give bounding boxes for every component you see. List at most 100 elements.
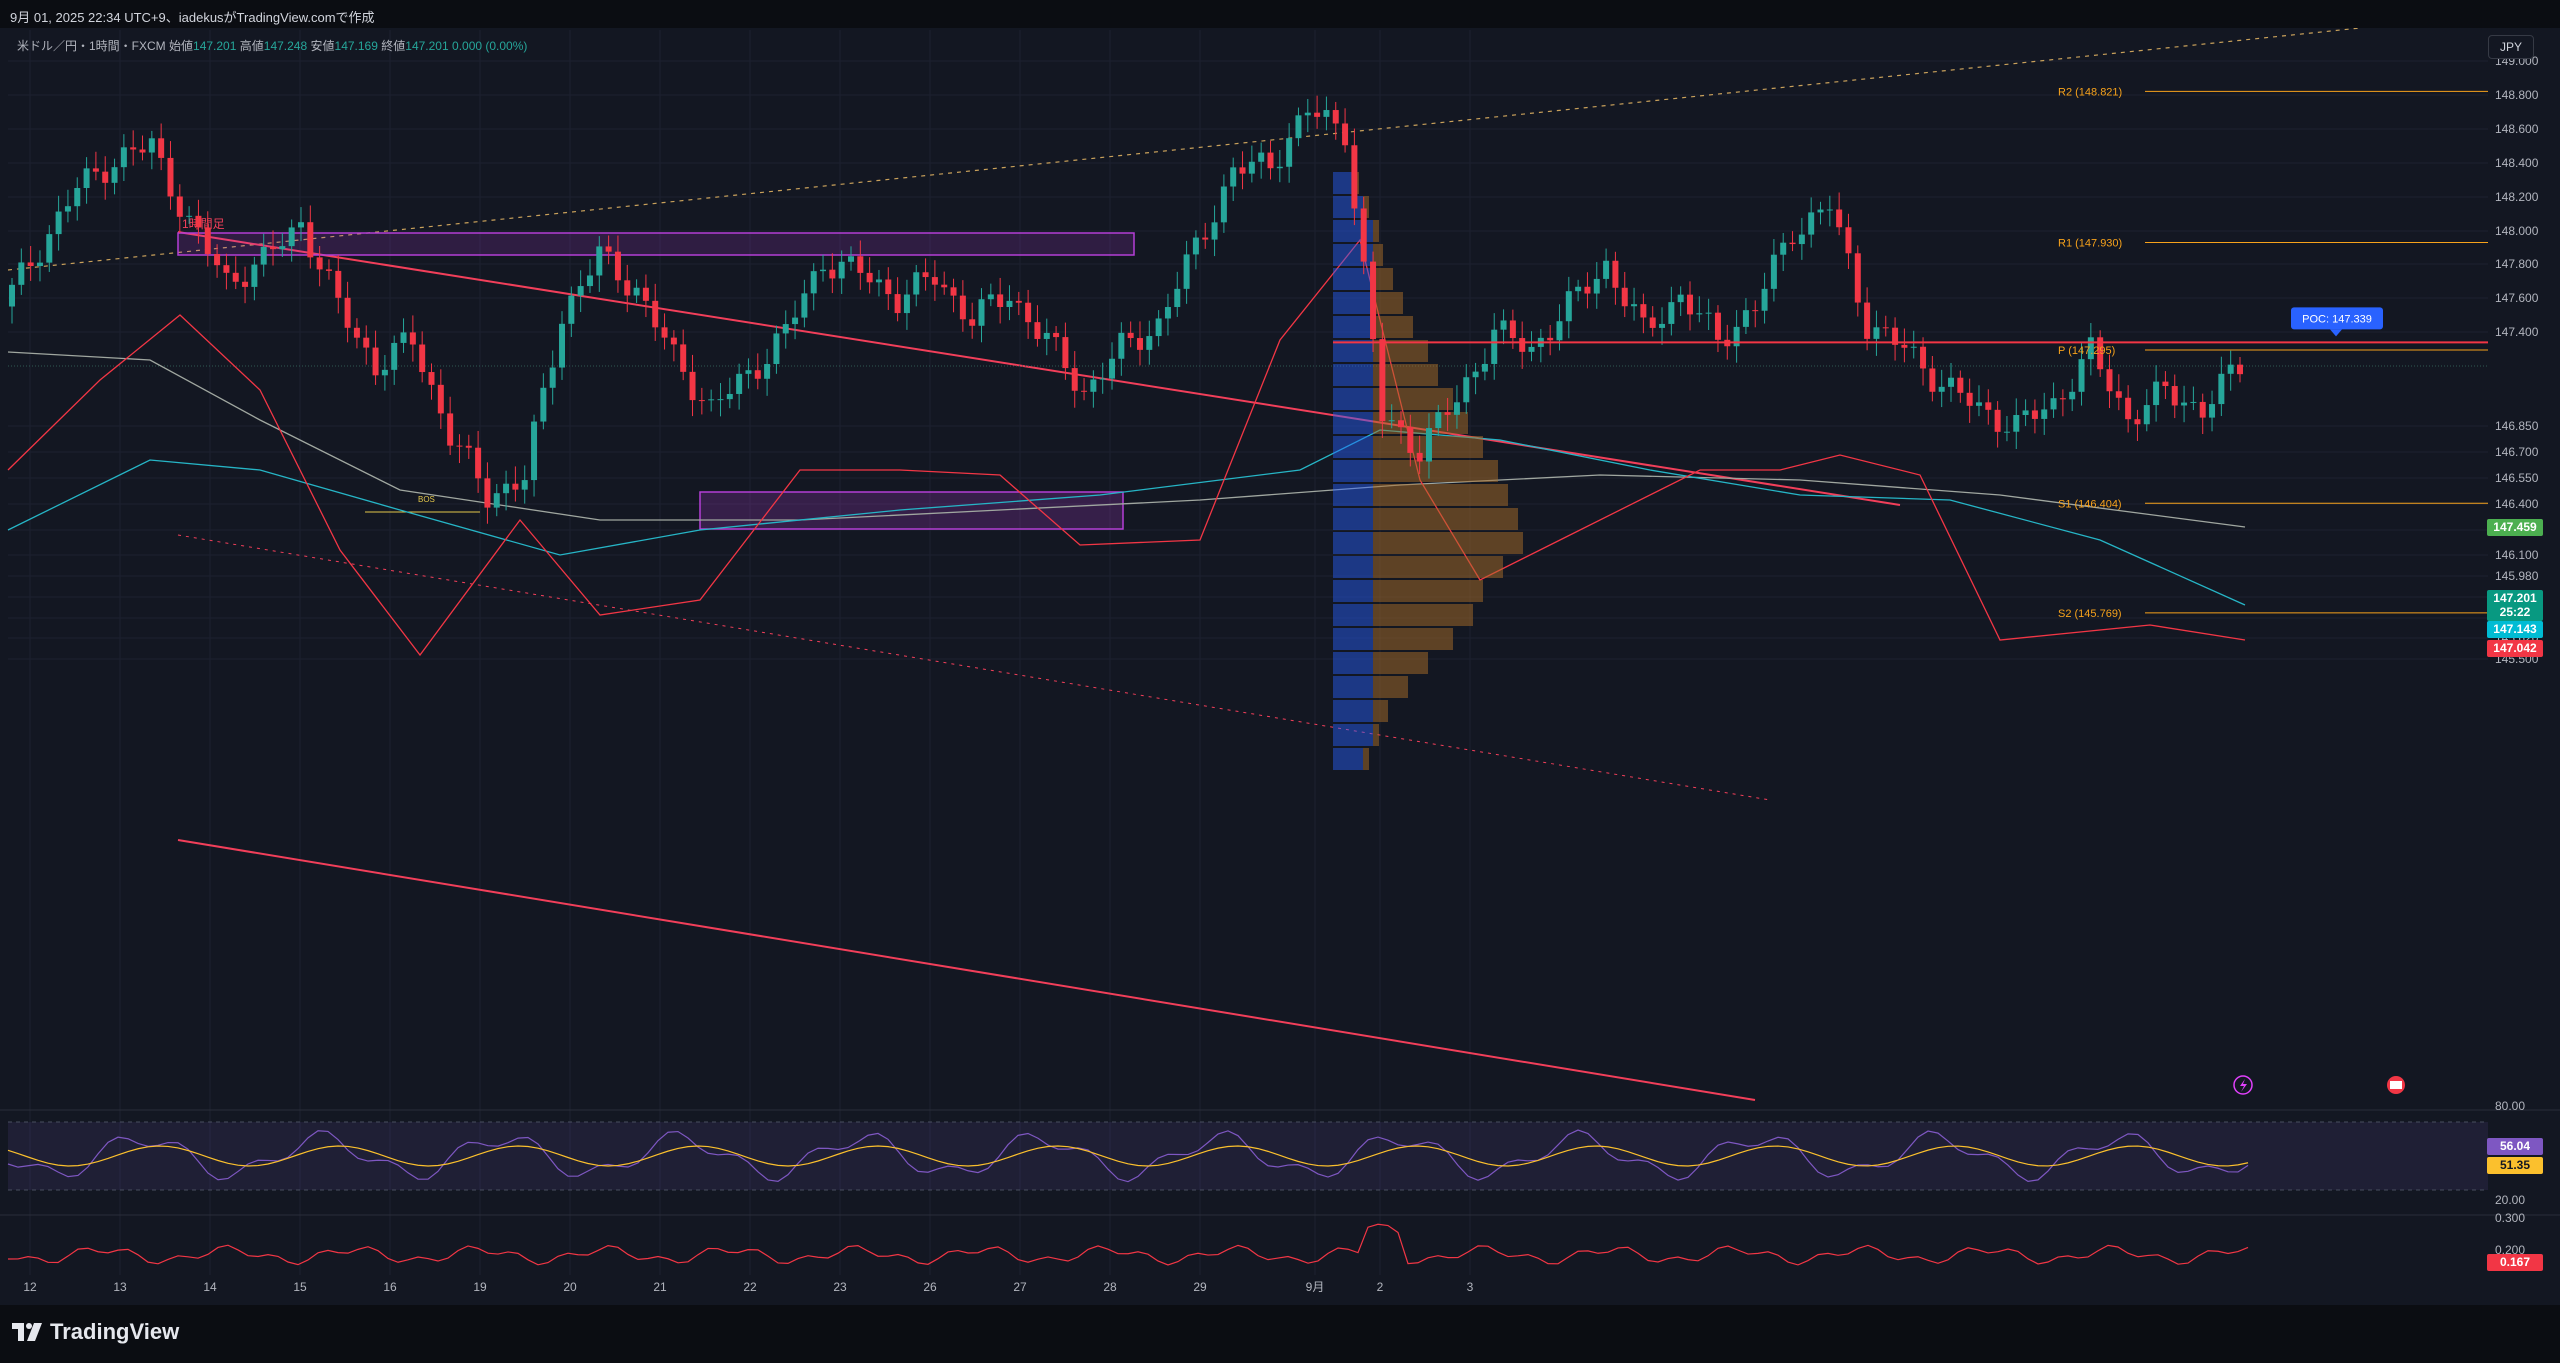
candle-body (1323, 110, 1330, 117)
volume-profile-bar-buy (1333, 700, 1373, 722)
volume-profile-bar-sell (1363, 748, 1369, 770)
volume-profile-bar-buy (1333, 532, 1373, 554)
annotation-label: 1時間足 (182, 217, 225, 231)
candle-body (1659, 323, 1666, 328)
candle-body (409, 332, 416, 345)
candle-body (344, 297, 351, 328)
candle-body (652, 300, 659, 328)
symbol-name[interactable]: 米ドル／円・1時間・FXCM (17, 39, 166, 53)
candle-body (1416, 452, 1423, 462)
candle-body (1910, 346, 1917, 348)
price-tick-label: 146.550 (2495, 471, 2539, 485)
volume-profile-bar-sell (1373, 292, 1403, 314)
lightning-icon[interactable] (2233, 1075, 2253, 1095)
candle-body (64, 206, 71, 212)
candle-body (1314, 112, 1321, 117)
candle-body (1192, 237, 1199, 255)
candle-body (1491, 329, 1498, 364)
candle-body (1053, 332, 1060, 338)
candle-body (987, 294, 994, 300)
candle-body (36, 262, 43, 267)
candle-body (214, 254, 221, 266)
volume-profile-bar-buy (1333, 364, 1373, 386)
candle-body (437, 384, 444, 414)
candle-body (1034, 322, 1041, 339)
candle-body (698, 400, 705, 402)
candle-body (997, 294, 1004, 308)
pane-separators (0, 1109, 2560, 1216)
candle-body (251, 264, 258, 287)
candle-body (1649, 317, 1656, 328)
volume-profile-bar-buy (1333, 196, 1363, 218)
candle-body (2143, 405, 2150, 425)
candle-body (1109, 358, 1116, 379)
volume-profile-bar-buy (1333, 412, 1373, 434)
candle-body (1248, 161, 1255, 174)
lower-indicator-badge (2487, 1254, 2543, 1271)
candle-body (1062, 337, 1069, 369)
candle-body (1929, 368, 1936, 392)
downtrend-line-lower (177, 839, 1756, 1101)
ma-short-line (7, 238, 2246, 657)
chart-area[interactable]: 1時間足 BOS R2 (148.821) R1 (147.930) P (147.2… (0, 28, 2560, 1305)
candle-body (2190, 401, 2197, 403)
candle-body (596, 246, 603, 276)
candle-body (773, 333, 780, 365)
rsi-value-text: 51.35 (2500, 1158, 2530, 1172)
rsi-tick-label: 20.00 (2495, 1193, 2525, 1207)
tradingview-logo[interactable]: TradingView (12, 1319, 179, 1345)
logo-text: TradingView (50, 1319, 180, 1344)
candle-body (1826, 209, 1833, 211)
candle-body (2171, 386, 2178, 406)
candle-body (1015, 300, 1022, 303)
candle-body (1155, 318, 1162, 337)
candle-body (2134, 419, 2141, 425)
candle-body (1770, 254, 1777, 289)
candle-body (391, 342, 398, 370)
candle-body (1631, 304, 1638, 307)
volume-profile-bar-sell (1373, 268, 1393, 290)
candle-body (475, 447, 482, 479)
candle-body (1873, 327, 1880, 339)
candle-body (1742, 310, 1749, 327)
candle-body (1836, 209, 1843, 228)
price-badge (2487, 621, 2543, 638)
time-tick-label: 28 (1103, 1280, 1117, 1294)
price-badge (2487, 590, 2543, 607)
candle-body (372, 347, 379, 376)
candle-body (186, 215, 193, 217)
candle-body (288, 227, 295, 247)
candle-body (92, 168, 99, 172)
volume-profile-bar-buy (1333, 460, 1373, 482)
candle-body (1714, 312, 1721, 340)
price-tick-label: 146.850 (2495, 419, 2539, 433)
volume-profile-bar-buy (1333, 220, 1373, 242)
candle-body (1556, 321, 1563, 341)
candle-body (1472, 371, 1479, 378)
candle-body (512, 483, 519, 490)
candle-body (1593, 278, 1600, 294)
candle-body (456, 445, 463, 447)
currency-button[interactable]: JPY (2488, 35, 2534, 59)
candle-body (633, 287, 640, 296)
candle-body (586, 275, 593, 287)
candle-body (1211, 222, 1218, 240)
candle-body (307, 222, 314, 258)
price-badge-text: 147.459 (2493, 520, 2537, 534)
candle-body (46, 234, 53, 263)
volume-profile-bar-buy (1333, 724, 1373, 746)
candle-body (950, 287, 957, 296)
volume-profile-bar-buy (1333, 484, 1373, 506)
candle-body (1752, 310, 1759, 312)
pivot-label-r1: R1 (147.930) (2058, 238, 2122, 250)
candle-body (2059, 398, 2066, 400)
top-info-bar: 9月 01, 2025 22:34 UTC+9、iadekusがTradingV… (0, 0, 2560, 28)
candle-body (2041, 409, 2048, 419)
candle-body (754, 370, 761, 379)
candle-body (111, 167, 118, 183)
candle-body (1230, 167, 1237, 187)
time-tick-label: 26 (923, 1280, 937, 1294)
candles (9, 95, 2243, 524)
volume-profile-bar-sell (1373, 604, 1473, 626)
lower-indicator-tick-label: 0.300 (2495, 1211, 2525, 1225)
